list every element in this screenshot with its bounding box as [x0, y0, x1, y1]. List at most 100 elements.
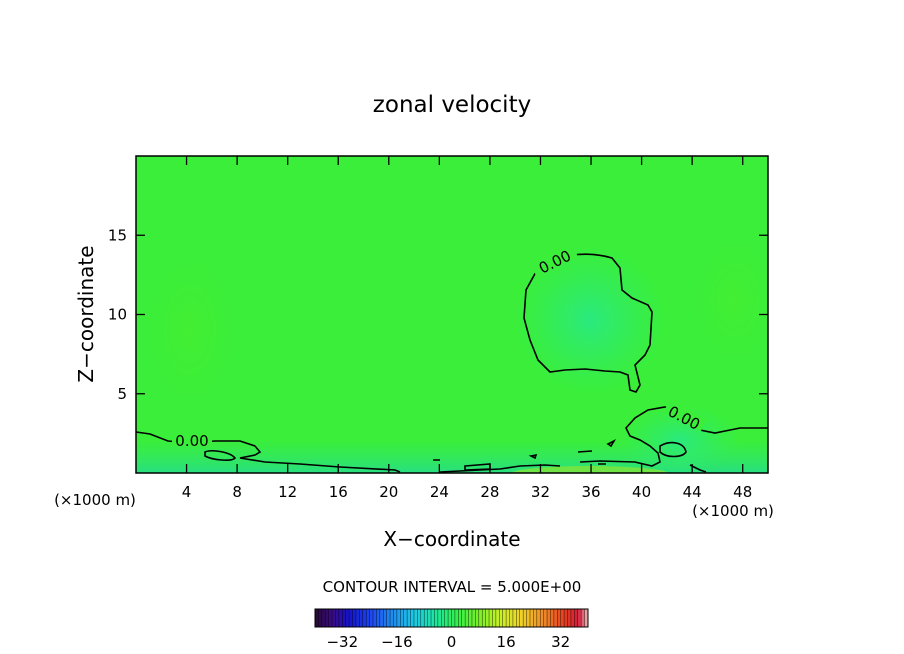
- colorbar-cell: [529, 609, 534, 627]
- colorbar-cell: [475, 609, 480, 627]
- colorbar-cell: [550, 609, 555, 627]
- colorbar-cell: [434, 609, 439, 627]
- colorbar-cell: [458, 609, 463, 627]
- x-tick-label: 24: [430, 483, 449, 501]
- colorbar-cell: [509, 609, 514, 627]
- colorbar-cell: [581, 609, 585, 627]
- colorbar-cell: [390, 609, 394, 627]
- contour-labels: 0.00 0.00 0.00: [172, 243, 708, 450]
- x-unit-left: (×1000 m): [54, 491, 136, 509]
- colorbar-cell: [584, 609, 589, 627]
- colorbar-tick-label: 0: [447, 633, 457, 651]
- colorbar-cell: [444, 609, 449, 627]
- colorbar-cell: [420, 609, 425, 627]
- field-shade-bottomcenter: [510, 466, 670, 473]
- colorbar-tick-label: −32: [326, 633, 358, 651]
- colorbar-cell: [413, 609, 418, 627]
- colorbar-cell: [366, 609, 370, 627]
- colorbar-cell: [376, 609, 381, 627]
- colorbar-cell: [564, 609, 568, 627]
- colorbar-cell: [516, 609, 521, 627]
- colorbar-cell: [512, 609, 517, 627]
- y-tick-label: 10: [108, 306, 127, 324]
- colorbar-cell: [461, 609, 466, 627]
- colorbar-cell: [403, 609, 408, 627]
- x-tick-label: 44: [683, 483, 702, 501]
- colorbar-cell: [352, 609, 357, 627]
- x-tick-label: 40: [632, 483, 651, 501]
- colorbar-cell: [482, 609, 486, 627]
- colorbar-tick-label: 16: [497, 633, 516, 651]
- x-unit-right: (×1000 m): [692, 502, 774, 520]
- colorbar-cell: [502, 609, 507, 627]
- x-axis-label: X−coordinate: [383, 527, 520, 551]
- colorbar-cell: [325, 609, 329, 627]
- contour-line: [433, 439, 617, 465]
- colorbar-cell: [526, 609, 531, 627]
- x-tick-label: 28: [480, 483, 499, 501]
- x-axis: 4 8 12 16 20 24 28 32 36 40 44 48: [182, 156, 752, 501]
- contour-interval: CONTOUR INTERVAL = 5.000E+00: [323, 578, 582, 596]
- y-axis-label: Z−coordinate: [74, 245, 98, 382]
- field: [136, 156, 768, 473]
- colorbar-cell: [345, 609, 350, 627]
- colorbar-cell: [362, 609, 367, 627]
- colorbar-cell: [335, 609, 340, 627]
- colorbar-cell: [417, 609, 422, 627]
- colorbar-cell: [533, 609, 538, 627]
- colorbar-cell: [349, 609, 353, 627]
- colorbar-cell: [560, 609, 565, 627]
- colorbar-cell: [427, 609, 432, 627]
- colorbar-cell: [396, 609, 401, 627]
- contour-line: [659, 441, 687, 458]
- colorbar-cell: [359, 609, 364, 627]
- colorbar-cell: [400, 609, 405, 627]
- colorbar-cell: [478, 609, 483, 627]
- colorbar-cell: [577, 609, 582, 627]
- x-tick-label: 36: [581, 483, 600, 501]
- colorbar-tick-label: 32: [551, 633, 570, 651]
- y-tick-label: 15: [108, 226, 127, 244]
- colorbar-tick-label: −16: [381, 633, 413, 651]
- colorbar-cell: [506, 609, 510, 627]
- colorbar-cell: [431, 609, 435, 627]
- colorbar-cell: [328, 609, 333, 627]
- y-tick-label: 5: [117, 385, 127, 403]
- colorbar-cell: [451, 609, 456, 627]
- colorbar-cell: [437, 609, 442, 627]
- field-shade-left: [136, 220, 255, 440]
- colorbar-cell: [489, 609, 493, 627]
- colorbar-cell: [547, 609, 551, 627]
- x-tick-label: 12: [278, 483, 297, 501]
- colorbar-cell: [386, 609, 391, 627]
- y-axis: 5 10 15: [108, 226, 768, 403]
- colorbar-cell: [536, 609, 541, 627]
- colorbar-cell: [471, 609, 476, 627]
- colorbar-frame: [314, 608, 589, 628]
- colorbar-cell: [383, 609, 387, 627]
- colorbar-cell: [557, 609, 561, 627]
- colorbar-cell: [543, 609, 548, 627]
- colorbar-cell: [454, 609, 459, 627]
- x-tick-label: 4: [182, 483, 192, 501]
- colorbar-cell: [495, 609, 500, 627]
- colorbar-cell: [410, 609, 415, 627]
- x-tick-label: 48: [733, 483, 752, 501]
- colorbar-cell: [342, 609, 347, 627]
- colorbar-cell: [315, 609, 319, 627]
- field-shade-lowright: [620, 405, 740, 473]
- colorbar-cell: [570, 609, 575, 627]
- colorbar-cell: [523, 609, 527, 627]
- colorbar-cell: [424, 609, 428, 627]
- colorbar-cell: [465, 609, 469, 627]
- colorbar-cell: [485, 609, 490, 627]
- contour-line: [204, 450, 237, 461]
- colorbar-cell: [499, 609, 503, 627]
- colorbar: [314, 608, 589, 628]
- colorbar-cell: [574, 609, 579, 627]
- x-tick-label: 16: [329, 483, 348, 501]
- colorbar-cell: [321, 609, 326, 627]
- x-tick-label: 20: [379, 483, 398, 501]
- field-shade-center: [515, 245, 665, 395]
